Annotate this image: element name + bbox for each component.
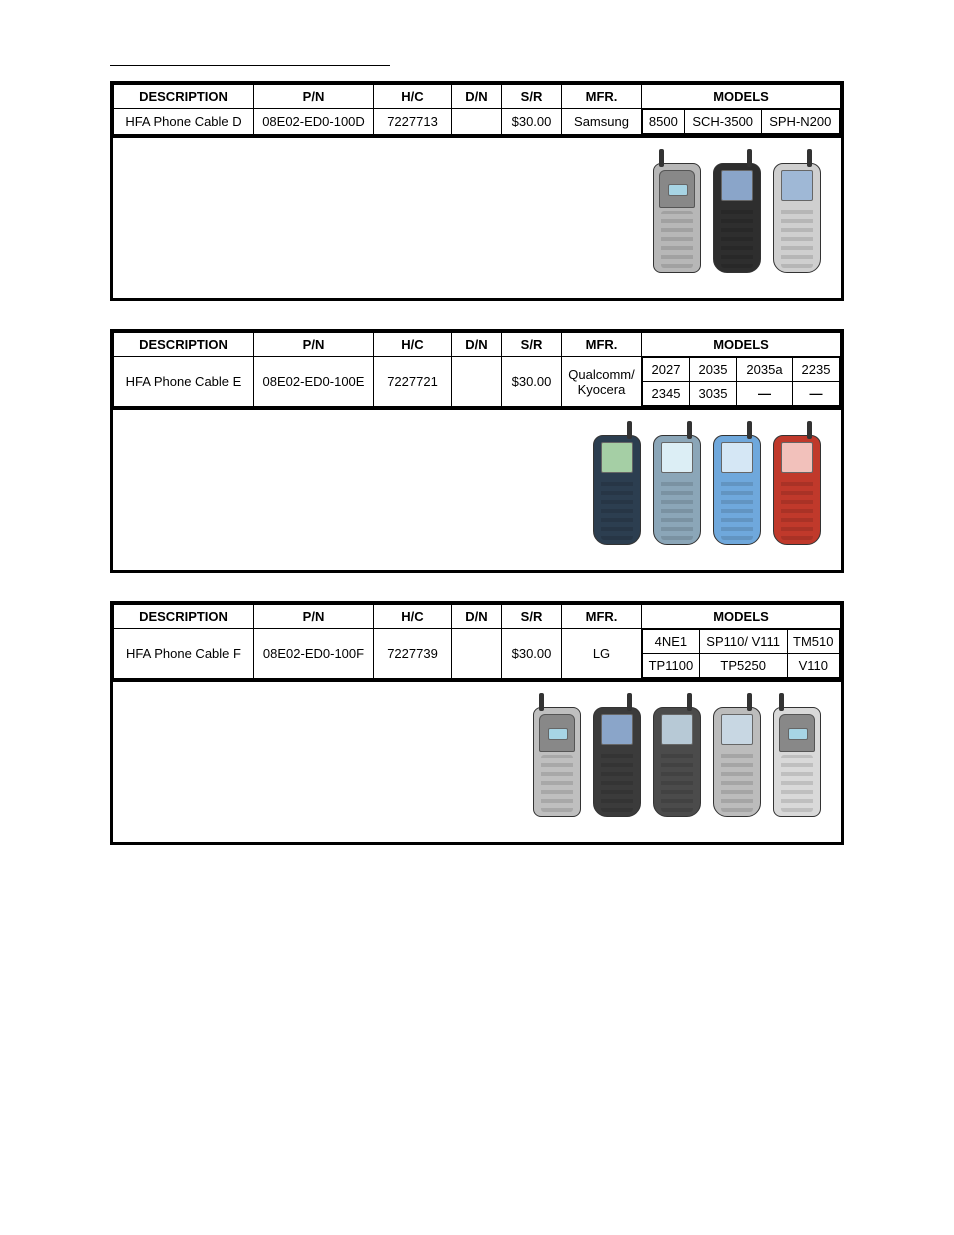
models-cell: 3035 <box>690 382 737 406</box>
col-header-models: MODELS <box>642 333 841 357</box>
phone-illustration <box>773 707 821 817</box>
phone-illustration <box>713 163 761 273</box>
col-header-sr: S/R <box>502 85 562 109</box>
cell-pn: 08E02-ED0-100F <box>254 629 374 679</box>
models-cell: SCH-3500 <box>684 110 761 134</box>
col-header-dn: D/N <box>452 605 502 629</box>
models-cell: 2027 <box>643 358 690 382</box>
phones-image-block <box>110 682 844 845</box>
models-cell: 2235 <box>792 358 839 382</box>
models-cell: 2035a <box>737 358 793 382</box>
models-cell: 2035 <box>690 358 737 382</box>
col-header-pn: P/N <box>254 333 374 357</box>
col-header-hc: H/C <box>374 85 452 109</box>
models-cell: 8500 <box>643 110 685 134</box>
col-header-models: MODELS <box>642 605 841 629</box>
col-header-mfr: MFR. <box>562 85 642 109</box>
cell-models: 4NE1SP110/ V111TM510 TP1100TP5250V110 <box>642 629 841 679</box>
cell-models: 202720352035a223523453035—— <box>642 357 841 407</box>
cell-models: 8500SCH-3500SPH-N200 <box>642 109 841 135</box>
col-header-dn: D/N <box>452 85 502 109</box>
phone-illustration <box>533 707 581 817</box>
models-cell: — <box>737 382 793 406</box>
models-cell: TP1100 <box>643 654 700 678</box>
cell-hc: 7227713 <box>374 109 452 135</box>
models-cell: 2345 <box>643 382 690 406</box>
col-header-description: DESCRIPTION <box>114 333 254 357</box>
cell-description: HFA Phone Cable F <box>114 629 254 679</box>
cell-pn: 08E02-ED0-100D <box>254 109 374 135</box>
cell-description: HFA Phone Cable D <box>114 109 254 135</box>
phone-illustration <box>713 435 761 545</box>
cables-container: DESCRIPTIONP/NH/CD/NS/RMFR.MODELSHFA Pho… <box>110 81 844 845</box>
horizontal-rule <box>110 65 390 66</box>
col-header-hc: H/C <box>374 605 452 629</box>
phone-illustration <box>593 435 641 545</box>
phones-image-block <box>110 138 844 301</box>
cable-table: DESCRIPTIONP/NH/CD/NS/RMFR.MODELS HFA Pho… <box>113 84 841 135</box>
phones-image-block <box>110 410 844 573</box>
col-header-description: DESCRIPTION <box>114 605 254 629</box>
cable-table-block: DESCRIPTIONP/NH/CD/NS/RMFR.MODELS HFA Pho… <box>110 601 844 682</box>
phone-illustration <box>773 435 821 545</box>
col-header-description: DESCRIPTION <box>114 85 254 109</box>
models-cell: SP110/ V111 <box>699 630 787 654</box>
cell-dn <box>452 629 502 679</box>
cell-mfr: LG <box>562 629 642 679</box>
cell-mfr: Qualcomm/ Kyocera <box>562 357 642 407</box>
models-cell: 4NE1 <box>643 630 700 654</box>
col-header-hc: H/C <box>374 333 452 357</box>
col-header-pn: P/N <box>254 85 374 109</box>
models-cell: V110 <box>787 654 839 678</box>
cell-sr: $30.00 <box>502 109 562 135</box>
phone-illustration <box>593 707 641 817</box>
col-header-mfr: MFR. <box>562 605 642 629</box>
models-cell: TM510 <box>787 630 839 654</box>
phone-illustration <box>713 707 761 817</box>
cable-table-block: DESCRIPTIONP/NH/CD/NS/RMFR.MODELS HFA Pho… <box>110 81 844 138</box>
col-header-dn: D/N <box>452 333 502 357</box>
col-header-pn: P/N <box>254 605 374 629</box>
phone-illustration <box>653 163 701 273</box>
models-subtable: 4NE1SP110/ V111TM510 TP1100TP5250V110 <box>642 629 840 678</box>
cable-table-block: DESCRIPTIONP/NH/CD/NS/RMFR.MODELS HFA Pho… <box>110 329 844 410</box>
cell-dn <box>452 357 502 407</box>
phone-illustration <box>653 435 701 545</box>
phone-illustration <box>653 707 701 817</box>
cell-hc: 7227739 <box>374 629 452 679</box>
cell-pn: 08E02-ED0-100E <box>254 357 374 407</box>
models-subtable: 8500SCH-3500SPH-N200 <box>642 109 840 134</box>
cell-mfr: Samsung <box>562 109 642 135</box>
cell-dn <box>452 109 502 135</box>
col-header-sr: S/R <box>502 333 562 357</box>
cell-hc: 7227721 <box>374 357 452 407</box>
cell-description: HFA Phone Cable E <box>114 357 254 407</box>
cable-table: DESCRIPTIONP/NH/CD/NS/RMFR.MODELS HFA Pho… <box>113 604 841 679</box>
cell-sr: $30.00 <box>502 357 562 407</box>
models-cell: SPH-N200 <box>761 110 839 134</box>
col-header-sr: S/R <box>502 605 562 629</box>
models-cell: — <box>792 382 839 406</box>
models-cell: TP5250 <box>699 654 787 678</box>
document-page: DESCRIPTIONP/NH/CD/NS/RMFR.MODELSHFA Pho… <box>20 20 934 888</box>
models-subtable: 202720352035a223523453035—— <box>642 357 840 406</box>
col-header-models: MODELS <box>642 85 841 109</box>
col-header-mfr: MFR. <box>562 333 642 357</box>
cell-sr: $30.00 <box>502 629 562 679</box>
cable-table: DESCRIPTIONP/NH/CD/NS/RMFR.MODELS HFA Pho… <box>113 332 841 407</box>
phone-illustration <box>773 163 821 273</box>
